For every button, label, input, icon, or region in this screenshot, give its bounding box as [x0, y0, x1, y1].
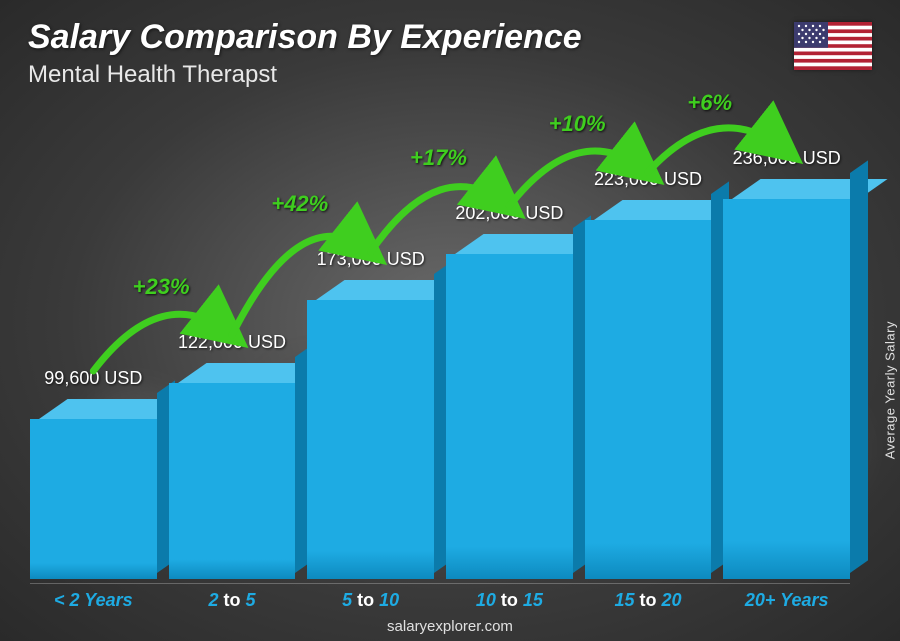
bar-value-label: 99,600 USD: [44, 368, 142, 389]
bar-value-label: 236,000 USD: [733, 148, 841, 169]
bar-0: 99,600 USD: [30, 368, 157, 579]
y-axis-label: Average Yearly Salary: [883, 321, 898, 459]
salary-bar-chart: 99,600 USD 122,000 USD 173,000 USD 202,000 …: [30, 109, 850, 579]
increase-label: +23%: [133, 274, 190, 300]
bar-shape: [446, 234, 573, 579]
page-subtitle: Mental Health Therapst: [28, 61, 582, 89]
bar-value-label: 173,000 USD: [317, 249, 425, 270]
increase-label: +10%: [549, 111, 606, 137]
usa-flag-icon: [794, 22, 872, 70]
header: Salary Comparison By Experience Mental H…: [28, 18, 582, 89]
bar-1: 122,000 USD: [169, 332, 296, 579]
x-axis: < 2 Years 2 to 5 5 to 10 10 to 15 15 to 20 20…: [30, 583, 850, 611]
x-axis-label: < 2 Years: [30, 590, 157, 611]
bar-value-label: 122,000 USD: [178, 332, 286, 353]
bar-3: 202,000 USD: [446, 203, 573, 579]
increase-label: +42%: [271, 191, 328, 217]
bar-value-label: 202,000 USD: [455, 203, 563, 224]
page-title: Salary Comparison By Experience: [28, 18, 582, 57]
bar-shape: [723, 179, 850, 579]
bar-2: 173,000 USD: [307, 249, 434, 579]
footer-source: salaryexplorer.com: [0, 618, 900, 635]
x-axis-label: 2 to 5: [169, 590, 296, 611]
increase-label: +17%: [410, 145, 467, 171]
bar-shape: [307, 280, 434, 579]
bar-shape: [169, 363, 296, 579]
bar-value-label: 223,000 USD: [594, 169, 702, 190]
x-axis-label: 10 to 15: [446, 590, 573, 611]
x-axis-label: 20+ Years: [723, 590, 850, 611]
x-axis-label: 15 to 20: [585, 590, 712, 611]
bar-5: 236,000 USD: [723, 148, 850, 579]
x-axis-label: 5 to 10: [307, 590, 434, 611]
bar-4: 223,000 USD: [585, 169, 712, 579]
bar-shape: [585, 200, 712, 579]
bar-shape: [30, 399, 157, 579]
